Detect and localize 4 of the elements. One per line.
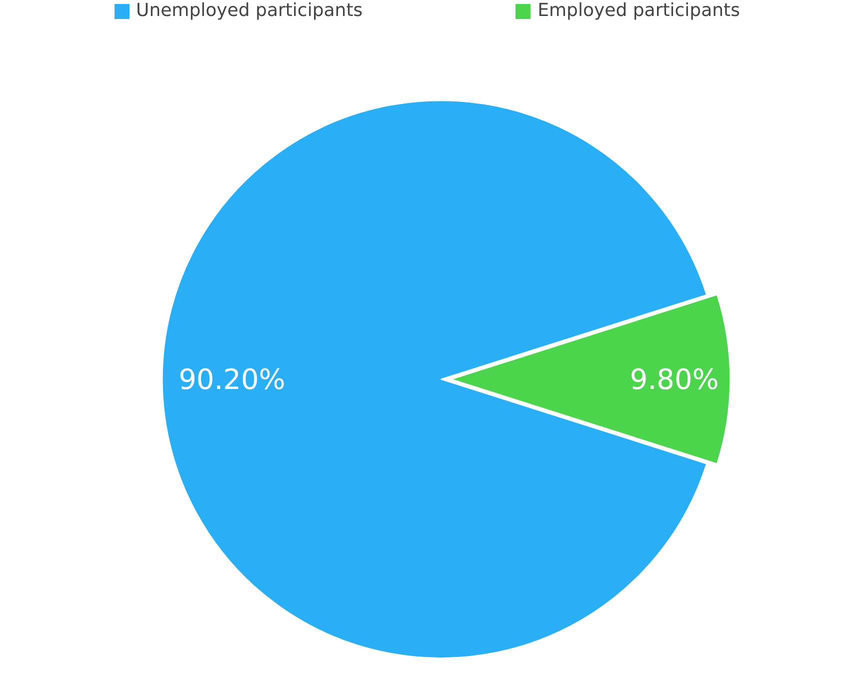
legend-label: Unemployed participants <box>136 0 363 21</box>
legend-label: Employed participants <box>538 0 740 21</box>
data-label: 9.80% <box>630 362 719 396</box>
data-label: 90.20% <box>178 362 286 396</box>
